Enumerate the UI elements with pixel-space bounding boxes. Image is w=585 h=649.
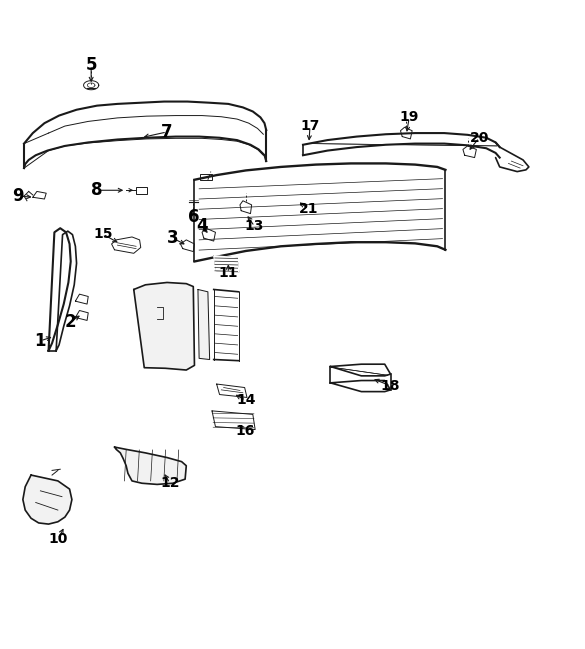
Polygon shape <box>33 191 46 199</box>
Text: 3: 3 <box>167 229 178 247</box>
Polygon shape <box>75 310 88 321</box>
Text: 15: 15 <box>93 227 112 241</box>
Text: 8: 8 <box>91 181 103 199</box>
Text: 12: 12 <box>160 476 180 490</box>
Polygon shape <box>75 294 88 304</box>
Polygon shape <box>134 282 194 370</box>
Text: 18: 18 <box>381 379 400 393</box>
Polygon shape <box>180 240 194 252</box>
Text: 16: 16 <box>235 424 254 437</box>
Text: 2: 2 <box>65 313 77 330</box>
Polygon shape <box>112 237 141 253</box>
Text: 9: 9 <box>12 187 24 205</box>
Polygon shape <box>463 146 476 158</box>
Text: 6: 6 <box>188 208 199 226</box>
Polygon shape <box>216 384 247 397</box>
Polygon shape <box>198 289 209 360</box>
Text: 19: 19 <box>400 110 419 125</box>
Polygon shape <box>214 256 239 272</box>
Text: 7: 7 <box>161 123 173 141</box>
Text: 4: 4 <box>196 217 208 236</box>
Text: 1: 1 <box>35 332 46 350</box>
Polygon shape <box>212 411 255 430</box>
Text: 5: 5 <box>85 56 97 74</box>
Text: 13: 13 <box>245 219 264 234</box>
Text: 14: 14 <box>236 393 256 408</box>
Polygon shape <box>401 127 412 139</box>
Polygon shape <box>240 201 252 214</box>
Text: 11: 11 <box>219 266 238 280</box>
Polygon shape <box>202 228 215 241</box>
Text: 10: 10 <box>48 532 68 546</box>
Text: 21: 21 <box>299 202 319 216</box>
Polygon shape <box>23 475 72 524</box>
Bar <box>200 174 212 180</box>
Text: 20: 20 <box>470 130 489 145</box>
Text: 17: 17 <box>300 119 319 133</box>
Polygon shape <box>115 447 186 484</box>
